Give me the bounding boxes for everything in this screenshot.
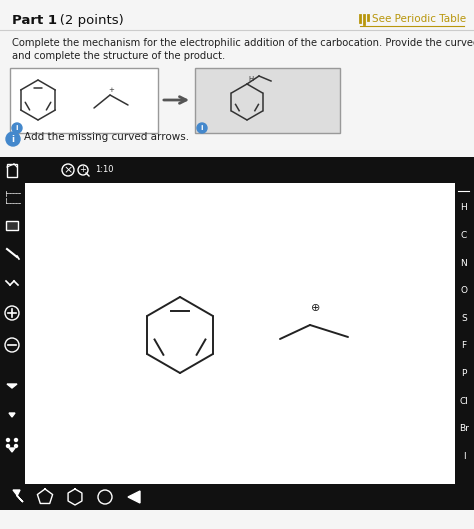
Text: and complete the structure of the product.: and complete the structure of the produc…	[12, 51, 225, 61]
Polygon shape	[128, 491, 140, 503]
Text: i: i	[11, 134, 15, 143]
Text: N: N	[461, 259, 467, 268]
Text: S: S	[461, 314, 467, 323]
Bar	[0, 157, 474, 510]
Text: +: +	[80, 166, 86, 175]
Text: O: O	[461, 286, 467, 295]
Text: F: F	[461, 342, 466, 351]
Text: Cl: Cl	[460, 397, 468, 406]
Text: i: i	[16, 125, 18, 131]
Bar	[195, 68, 340, 133]
Circle shape	[15, 444, 18, 448]
Circle shape	[6, 132, 20, 146]
Bar	[0, 183, 25, 484]
Circle shape	[62, 164, 74, 176]
Text: i: i	[201, 125, 203, 131]
Text: +: +	[108, 87, 114, 93]
Circle shape	[5, 338, 19, 352]
Bar	[455, 183, 474, 484]
Text: Complete the mechanism for the electrophilic addition of the carbocation. Provid: Complete the mechanism for the electroph…	[12, 38, 474, 48]
Circle shape	[5, 306, 19, 320]
Text: H: H	[461, 204, 467, 213]
Circle shape	[78, 165, 88, 175]
Bar	[25, 183, 455, 484]
Text: P: P	[461, 369, 467, 378]
Text: (2 points): (2 points)	[47, 14, 124, 27]
Circle shape	[7, 444, 9, 448]
Text: C: C	[461, 231, 467, 240]
Bar	[10, 68, 158, 133]
Text: See Periodic Table: See Periodic Table	[372, 14, 466, 24]
Text: ⊕: ⊕	[311, 303, 321, 313]
Text: H: H	[248, 76, 253, 82]
Polygon shape	[7, 384, 17, 388]
Circle shape	[7, 439, 9, 442]
Circle shape	[197, 123, 207, 133]
Polygon shape	[9, 448, 15, 452]
Polygon shape	[9, 413, 15, 417]
Polygon shape	[13, 490, 23, 502]
Text: Br: Br	[459, 424, 469, 433]
Circle shape	[98, 490, 112, 504]
Circle shape	[12, 123, 22, 133]
Bar	[0, 484, 474, 510]
Text: Part 1: Part 1	[12, 14, 57, 27]
Text: I: I	[463, 452, 465, 461]
Bar	[6, 221, 18, 230]
Text: ×: ×	[64, 165, 73, 175]
Text: 1:10: 1:10	[95, 165, 113, 174]
Circle shape	[15, 439, 18, 442]
Bar	[7, 164, 17, 177]
Text: Add the missing curved arrows.: Add the missing curved arrows.	[24, 132, 189, 142]
